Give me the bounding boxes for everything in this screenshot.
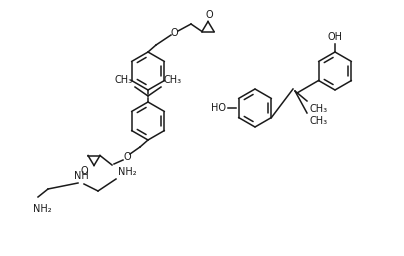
Text: NH₂: NH₂ — [118, 167, 137, 177]
Text: CH₃: CH₃ — [309, 104, 327, 114]
Text: CH₃: CH₃ — [309, 116, 327, 126]
Text: NH₂: NH₂ — [33, 204, 52, 214]
Text: HO: HO — [211, 103, 226, 113]
Text: O: O — [123, 152, 131, 162]
Text: OH: OH — [328, 32, 343, 42]
Text: O: O — [80, 166, 88, 176]
Text: NH: NH — [74, 171, 88, 181]
Text: O: O — [205, 9, 213, 19]
Text: CH₃: CH₃ — [115, 75, 133, 85]
Text: CH₃: CH₃ — [164, 75, 182, 85]
Text: O: O — [170, 28, 178, 38]
